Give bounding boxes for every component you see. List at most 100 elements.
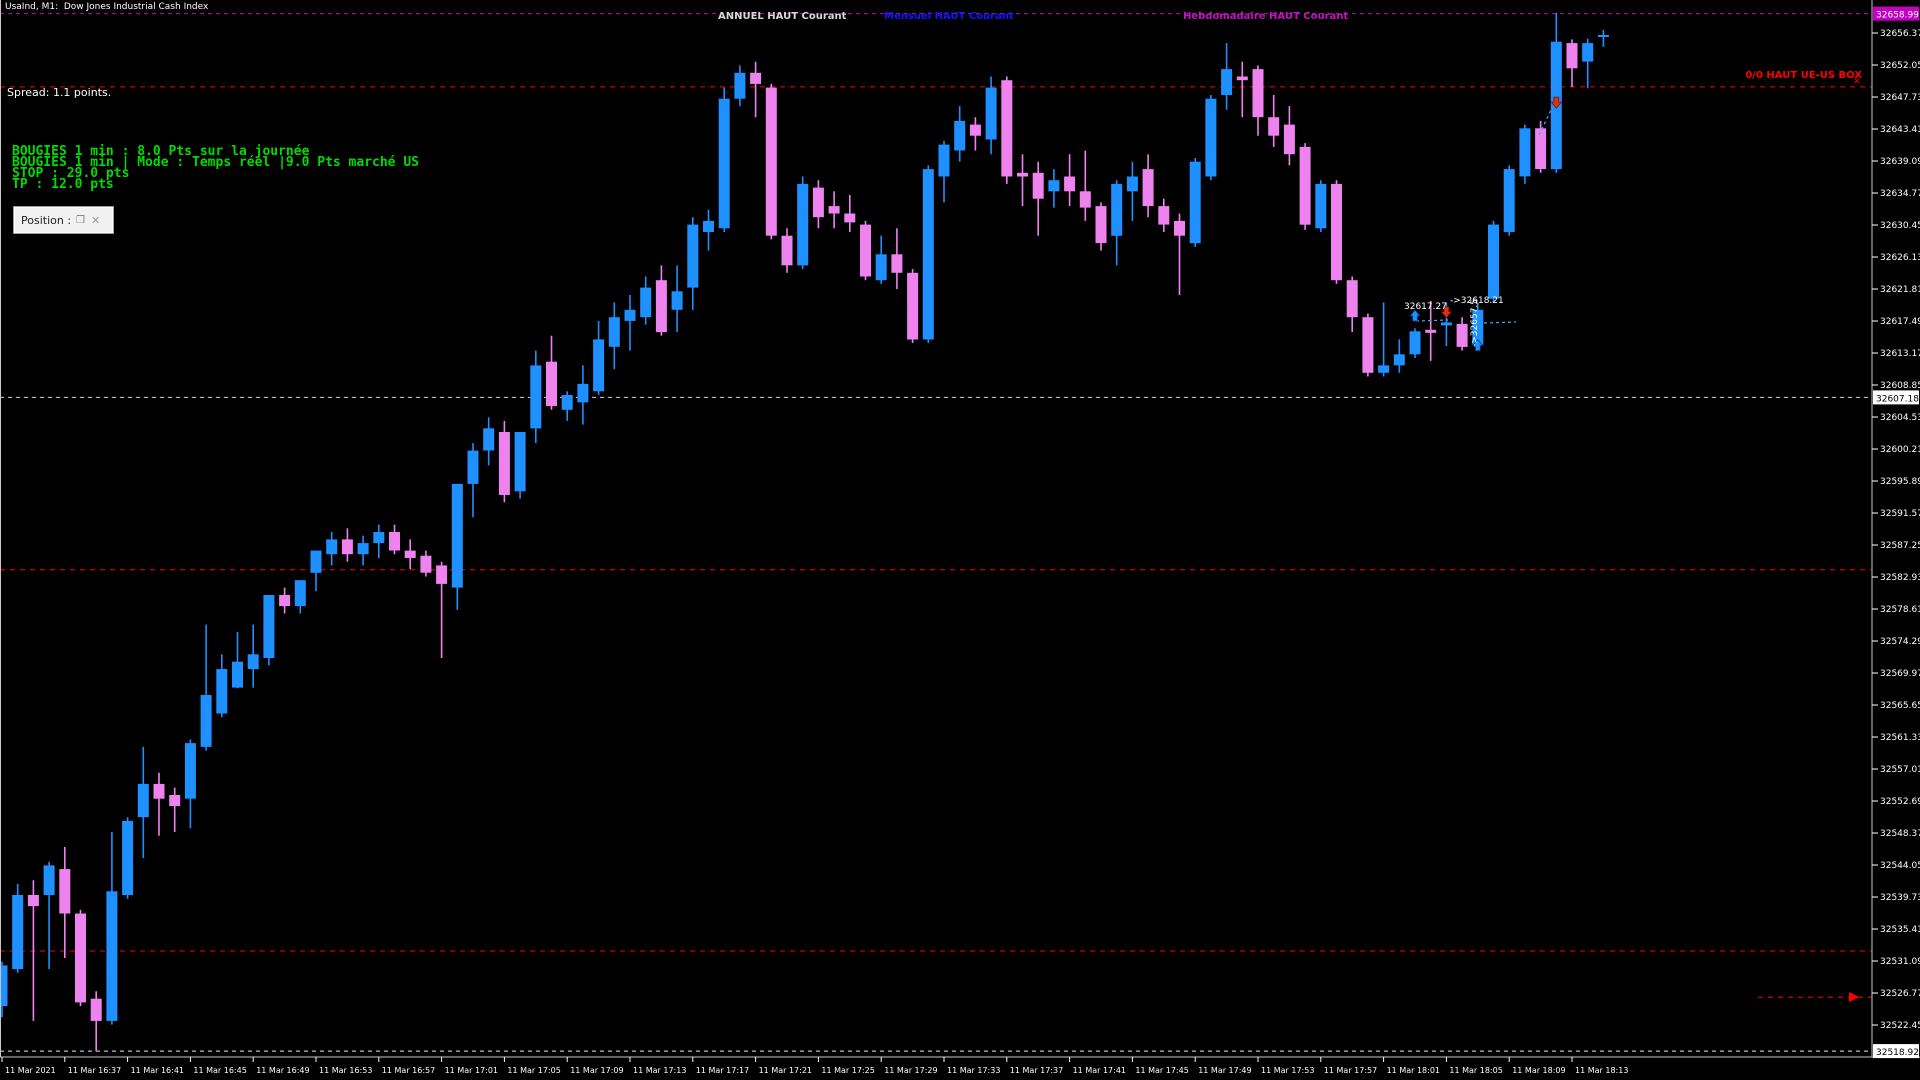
candle-bull xyxy=(294,580,306,607)
candle-bear xyxy=(860,224,871,277)
price-tick-label: 32621.81 xyxy=(1880,285,1920,295)
price-tick-label: 32630.45 xyxy=(1880,221,1920,231)
time-tick-label: 11 Mar 16:49 xyxy=(256,1066,309,1075)
candle-bull xyxy=(1378,365,1390,373)
candle-bull xyxy=(954,120,966,151)
restore-window-icon[interactable]: ❐ xyxy=(76,214,86,226)
candle-bull xyxy=(875,254,887,281)
candle-bull xyxy=(1189,161,1201,244)
candle-bear xyxy=(1456,323,1468,347)
candle-bull xyxy=(1472,309,1484,345)
candle-bull xyxy=(1205,98,1217,177)
candle-bear xyxy=(90,998,102,1021)
position-panel[interactable]: Position : ❐ ✕ xyxy=(13,206,114,234)
time-tick-label: 11 Mar 17:53 xyxy=(1261,1066,1314,1075)
time-tick-label: 11 Mar 17:09 xyxy=(570,1066,623,1075)
candle-bull xyxy=(483,428,495,451)
price-tick-label: 32639.09 xyxy=(1880,157,1920,167)
candle-bull xyxy=(451,483,463,588)
price-tick-label: 32608.85 xyxy=(1880,381,1920,391)
trade-arrow-down-icon xyxy=(1440,306,1453,319)
time-tick-label: 11 Mar 17:01 xyxy=(445,1066,498,1075)
time-tick-label: 11 Mar 16:41 xyxy=(131,1066,184,1075)
time-tick-label: 11 Mar 18:13 xyxy=(1575,1066,1628,1075)
candle-bull xyxy=(561,395,573,410)
candle-bear xyxy=(1362,317,1374,373)
price-tick-label: 32582.93 xyxy=(1880,573,1920,583)
price-tick-label: 32647.73 xyxy=(1880,93,1920,103)
candle-bull xyxy=(922,169,934,340)
time-tick-label: 11 Mar 16:53 xyxy=(319,1066,372,1075)
ea-info-line: BOUGIES 1 min : 8.0 Pts sur la journée xyxy=(12,144,310,159)
candle-bear xyxy=(1566,43,1578,69)
time-tick-label: 11 Mar 17:29 xyxy=(884,1066,937,1075)
price-tick-label: 32656.37 xyxy=(1880,29,1920,39)
level-label-2: Hebdomadaire HAUT Courant xyxy=(1183,11,1349,22)
price-tick-label: 32539.73 xyxy=(1880,893,1920,903)
price-tick-label: 32652.05 xyxy=(1880,61,1920,71)
price-tick-label: 32557.01 xyxy=(1880,765,1920,775)
price-box-label: 32658.99 xyxy=(1876,11,1919,21)
candle-bear xyxy=(1299,146,1311,225)
price-tick-label: 32595.89 xyxy=(1880,477,1920,487)
trade-arrow-up-icon xyxy=(1471,339,1484,352)
time-tick-label: 11 Mar 17:21 xyxy=(759,1066,812,1075)
level-label-1: Mensuel HAUT Courant xyxy=(884,11,1014,22)
candle-bear xyxy=(891,254,903,273)
candle-bull xyxy=(1126,176,1138,192)
candle-bull xyxy=(938,144,950,177)
candle-bull xyxy=(640,287,652,318)
time-tick-label: 11 Mar 17:49 xyxy=(1198,1066,1251,1075)
price-tick-label: 32526.77 xyxy=(1880,989,1920,999)
price-tick-label: 32587.25 xyxy=(1880,541,1920,551)
ea-info-line: STOP : 29.0 pts xyxy=(12,166,130,181)
candle-bull xyxy=(137,783,149,818)
price-tick-label: 32617.49 xyxy=(1880,317,1920,327)
price-tick-label: 32634.77 xyxy=(1880,189,1920,199)
candle-bear xyxy=(1001,80,1013,177)
time-tick-label: 11 Mar 17:13 xyxy=(633,1066,686,1075)
time-tick-label: 11 Mar 17:05 xyxy=(507,1066,560,1075)
price-tick-label: 32569.97 xyxy=(1880,669,1920,679)
candle-bull xyxy=(467,450,479,484)
chart-title: UsaInd, M1: Dow Jones Industrial Cash In… xyxy=(5,2,209,12)
close-icon[interactable]: ✕ xyxy=(91,213,101,227)
candle-bull xyxy=(12,895,24,970)
time-tick-label: 11 Mar 18:05 xyxy=(1449,1066,1502,1075)
price-tick-label: 32548.37 xyxy=(1880,829,1920,839)
candle-bear xyxy=(546,361,557,407)
candle-bull xyxy=(1315,183,1327,229)
candle-bear xyxy=(75,913,86,1003)
candle-bull xyxy=(514,432,526,492)
candle-bear xyxy=(1268,117,1280,136)
time-tick-label: 11 Mar 16:45 xyxy=(193,1066,246,1075)
candle-bull xyxy=(373,532,385,544)
candle-bull xyxy=(106,891,118,1021)
candle-bull xyxy=(232,661,243,688)
ea-info-line: TP : 12.0 pts xyxy=(12,177,114,192)
time-tick-label: 11 Mar 2021 xyxy=(5,1066,56,1075)
candle-bull xyxy=(624,309,636,321)
haut-ue-us-box-label: 0/0 HAUT UE-US BOX xyxy=(1745,70,1862,81)
price-tick-label: 32600.21 xyxy=(1880,445,1920,455)
red-arrow-right-icon xyxy=(1849,992,1859,1002)
candle-bear xyxy=(169,795,181,807)
candle-bull xyxy=(0,965,8,1007)
candle-bull xyxy=(1597,35,1609,37)
candle-bull xyxy=(1488,224,1499,299)
candle-bull xyxy=(1393,354,1405,366)
price-box-label: 32518.92 xyxy=(1876,1048,1919,1058)
price-tick-label: 32604.53 xyxy=(1880,413,1920,423)
price-tick-label: 32626.13 xyxy=(1880,253,1920,263)
time-tick-label: 11 Mar 18:01 xyxy=(1387,1066,1440,1075)
candle-bear xyxy=(1346,280,1358,318)
candle-bull xyxy=(200,695,212,747)
candle-bull xyxy=(703,220,714,232)
candle-bear xyxy=(1535,128,1547,169)
candle-bull xyxy=(43,865,55,895)
time-tick-label: 11 Mar 17:33 xyxy=(947,1066,1000,1075)
candle-bear xyxy=(907,272,919,340)
candle-bear xyxy=(655,280,667,333)
candle-bull xyxy=(1440,322,1452,326)
